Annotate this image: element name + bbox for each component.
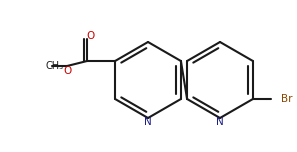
Text: O: O [86, 31, 95, 41]
Text: N: N [144, 117, 152, 127]
Text: Br: Br [281, 94, 293, 104]
Text: N: N [216, 117, 224, 127]
Text: O: O [63, 66, 71, 76]
Text: CH₃: CH₃ [45, 61, 63, 71]
